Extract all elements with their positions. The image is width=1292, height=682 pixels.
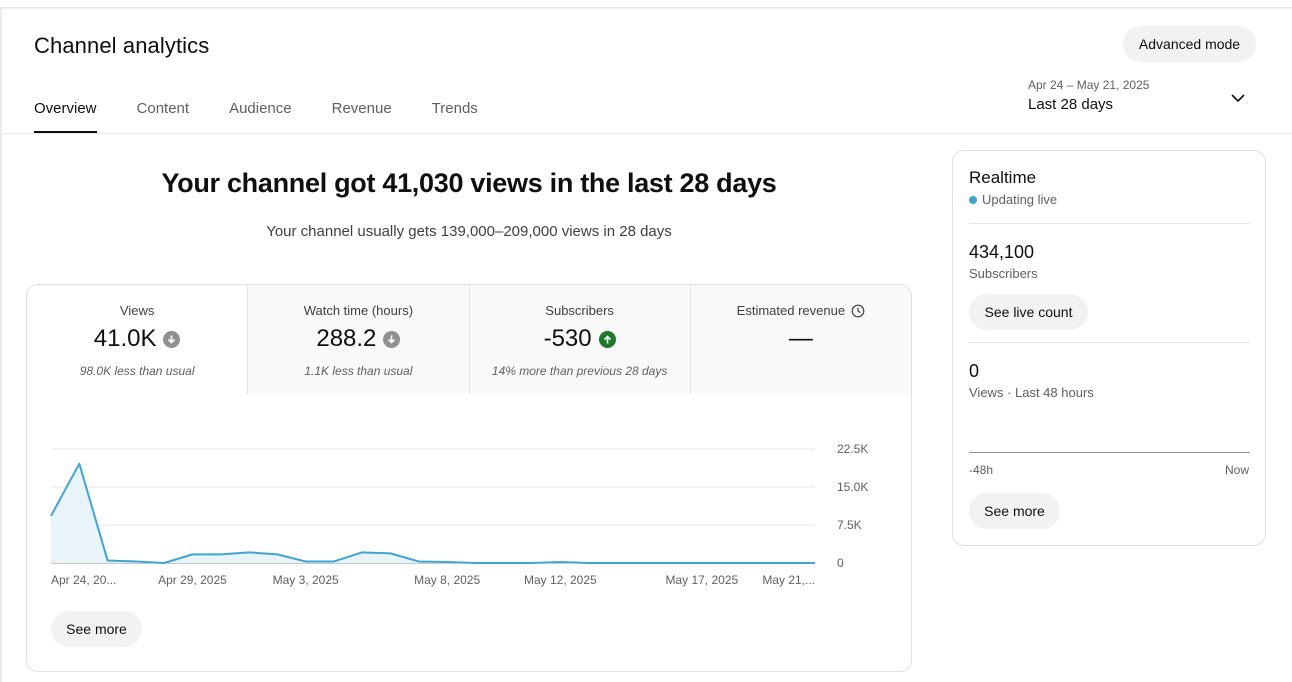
divider (969, 342, 1250, 343)
see-more-button[interactable]: See more (51, 611, 142, 647)
live-dot-icon (969, 195, 977, 204)
metric-views[interactable]: Views 41.0K 98.0K less than usual (27, 285, 248, 394)
y-tick-label: 15.0K (837, 480, 868, 494)
left-edge (0, 8, 2, 682)
metric-subscribers[interactable]: Subscribers -530 14% more than previous … (468, 285, 690, 394)
y-tick-label: 0 (837, 556, 844, 570)
realtime-card: Realtime Updating live 434,100 Subscribe… (952, 150, 1266, 546)
x-tick-label: Apr 24, 20... (51, 573, 116, 587)
realtime-status-text: Updating live (982, 192, 1058, 207)
x-tick-label: May 17, 2025 (665, 573, 738, 587)
metric-label: Estimated revenue (736, 303, 846, 318)
realtime-views-value: 0 (969, 361, 980, 381)
tab-bar: Overview Content Audience Revenue Trends (34, 92, 518, 134)
top-bar (0, 0, 1292, 8)
y-tick-label: 22.5K (837, 442, 868, 456)
tab-revenue[interactable]: Revenue (331, 100, 392, 117)
tab-audience[interactable]: Audience (229, 100, 292, 117)
views-chart: 22.5K 15.0K 7.5K 0 Apr 24, 20... Apr 29, 2025… (50, 442, 868, 587)
metric-value: — (788, 325, 813, 352)
realtime-see-more-button[interactable]: See more (969, 493, 1060, 529)
arrow-up-icon (598, 330, 616, 348)
divider (969, 223, 1250, 224)
views-headline: Your channel got 41,030 views in the las… (161, 168, 777, 198)
date-range-selector[interactable]: Apr 24 – May 21, 2025 Last 28 days (1028, 78, 1256, 118)
metric-label: Views (119, 303, 155, 318)
x-tick-label: May 12, 2025 (524, 573, 597, 587)
page-title: Channel analytics (34, 33, 210, 58)
views-area (51, 463, 815, 563)
realtime-axis-start: -48h (969, 463, 994, 477)
x-tick-label: May 3, 2025 (273, 573, 339, 587)
views-line (50, 462, 815, 564)
y-tick-label: 7.5K (837, 518, 862, 532)
clock-icon (851, 304, 865, 317)
metric-note: 1.1K less than usual (304, 364, 413, 378)
realtime-chart-axis (969, 452, 1250, 453)
realtime-views-label: Views · Last 48 hours (969, 385, 1094, 400)
metric-note: 98.0K less than usual (79, 364, 195, 378)
metric-value: 41.0K (93, 325, 157, 352)
realtime-title: Realtime (969, 168, 1037, 187)
arrow-down-icon (163, 330, 181, 348)
date-range-label: Last 28 days (1028, 96, 1114, 113)
metric-estimated-revenue[interactable]: Estimated revenue — (689, 285, 911, 394)
advanced-mode-button[interactable]: Advanced mode (1123, 26, 1256, 62)
metric-tabs: Views 41.0K 98.0K less than usual Watch … (27, 285, 911, 394)
realtime-status: Updating live (969, 192, 1057, 207)
metric-label: Subscribers (545, 303, 614, 318)
tab-overview[interactable]: Overview (34, 92, 97, 134)
metric-watch-time[interactable]: Watch time (hours) 288.2 1.1K less than … (247, 285, 469, 394)
x-tick-label: May 21,... (762, 573, 815, 587)
metric-value: 288.2 (316, 325, 377, 352)
see-live-count-button[interactable]: See live count (969, 294, 1088, 330)
metric-label: Watch time (hours) (303, 303, 414, 318)
arrow-down-icon (383, 330, 401, 348)
metric-value: -530 (543, 325, 592, 352)
realtime-axis-end: Now (1224, 463, 1249, 477)
x-tick-label: May 8, 2025 (414, 573, 480, 587)
tab-trends[interactable]: Trends (431, 100, 478, 117)
tab-content[interactable]: Content (136, 100, 190, 117)
views-subline: Your channel usually gets 139,000–209,00… (266, 223, 672, 240)
x-tick-label: Apr 29, 2025 (158, 573, 227, 587)
metric-note: 14% more than previous 28 days (491, 364, 668, 378)
date-range-text: Apr 24 – May 21, 2025 (1028, 78, 1150, 92)
subscriber-label: Subscribers (969, 266, 1038, 281)
chevron-down-icon (1231, 94, 1245, 103)
overview-card: Views 41.0K 98.0K less than usual Watch … (26, 284, 912, 672)
tabs-divider (2, 133, 1292, 134)
subscriber-count: 434,100 (969, 242, 1035, 262)
